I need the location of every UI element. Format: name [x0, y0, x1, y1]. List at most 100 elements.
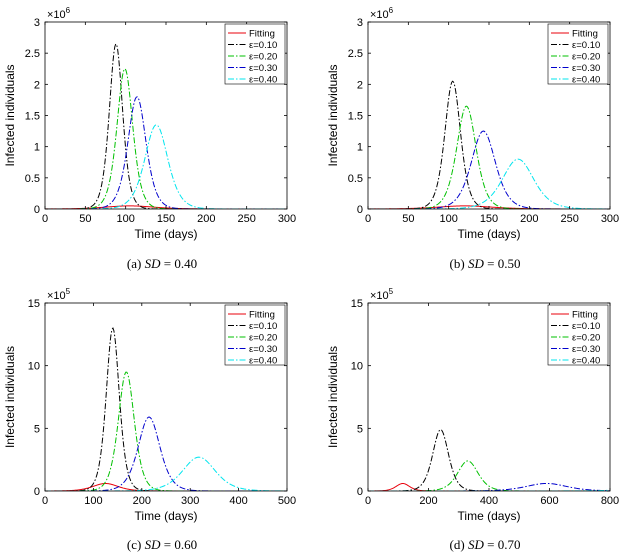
y-tick-label: 10 — [28, 361, 40, 373]
x-tick-label: 200 — [419, 495, 437, 507]
series-line-eps-3 — [45, 416, 287, 491]
x-tick-label: 150 — [480, 213, 498, 225]
legend-label: ε=0.40 — [572, 75, 600, 86]
y-tick-label: 3 — [34, 17, 40, 29]
legend-box — [547, 304, 609, 366]
x-axis-label: Time (days) — [458, 227, 521, 241]
series-line-eps-2 — [45, 68, 287, 209]
y-axis-label: Infected individuals — [3, 346, 17, 448]
x-axis-label: Time (days) — [458, 509, 521, 523]
series-line-eps-4 — [368, 158, 610, 209]
legend-label: ε=0.40 — [572, 356, 600, 367]
legend-label: ε=0.20 — [249, 333, 277, 344]
legend-label: Fitting — [572, 29, 598, 40]
panel-c: 0 100 200 300 400 500 0 5 10 15 ×105 Time (days) Inf… — [3, 287, 296, 552]
x-tick-label: 0 — [42, 213, 48, 225]
legend-label: Fitting — [249, 29, 275, 40]
y-tick-label: 2 — [34, 79, 40, 91]
legend-label: ε=0.40 — [249, 75, 277, 86]
y-axis-label: Infected individuals — [326, 64, 340, 166]
legend-label: ε=0.20 — [572, 52, 600, 63]
legend-label: ε=0.10 — [249, 321, 277, 332]
panel-caption: (d) SD = 0.70 — [450, 537, 521, 552]
legend-box — [547, 23, 609, 85]
x-tick-label: 800 — [601, 495, 619, 507]
legend-label: ε=0.40 — [249, 356, 277, 367]
series-line-fitting — [368, 482, 610, 491]
legend-label: ε=0.30 — [249, 344, 277, 355]
x-tick-label: 250 — [237, 213, 255, 225]
y-tick-label: 1 — [357, 142, 363, 154]
y-tick-label: 1 — [34, 142, 40, 154]
legend-label: ε=0.10 — [572, 40, 600, 51]
x-tick-label: 0 — [42, 495, 48, 507]
series-line-eps-2 — [368, 460, 610, 491]
legend-label: ε=0.10 — [572, 321, 600, 332]
y-tick-label: 0 — [34, 486, 40, 498]
y-tick-label: 10 — [351, 361, 363, 373]
y-exponent-label: ×106 — [370, 6, 394, 21]
y-exponent-label: ×106 — [47, 6, 71, 21]
y-tick-label: 1.5 — [348, 111, 363, 123]
series-group — [368, 80, 610, 209]
x-tick-label: 0 — [365, 495, 371, 507]
x-tick-label: 250 — [560, 213, 578, 225]
y-axis-label: Infected individuals — [3, 64, 17, 166]
legend-label: Fitting — [249, 310, 275, 321]
x-tick-label: 100 — [84, 495, 102, 507]
panel-a: 0 50 100 150 200 250 300 0 0.5 1 1.5 2 2.5 3 ×106 Time … — [3, 6, 296, 271]
legend-label: ε=0.20 — [572, 333, 600, 344]
panel-caption: (c) SD = 0.60 — [127, 537, 197, 552]
series-group — [368, 429, 610, 491]
series-line-eps-1 — [368, 80, 610, 209]
y-tick-label: 3 — [357, 17, 363, 29]
x-tick-label: 50 — [402, 213, 414, 225]
y-tick-label: 0 — [357, 204, 363, 216]
y-exponent-label: ×105 — [47, 287, 71, 302]
series-line-eps-2 — [368, 105, 610, 209]
y-tick-label: 0.5 — [348, 173, 363, 185]
x-tick-label: 400 — [480, 495, 498, 507]
legend-box — [224, 23, 286, 85]
y-tick-label: 15 — [28, 298, 40, 310]
y-exponent-label: ×105 — [370, 287, 394, 302]
x-tick-label: 600 — [540, 495, 558, 507]
x-tick-label: 300 — [278, 213, 296, 225]
legend-label: ε=0.30 — [572, 344, 600, 355]
y-tick-label: 2.5 — [348, 48, 363, 60]
series-line-eps-1 — [45, 327, 287, 491]
y-tick-label: 0 — [357, 486, 363, 498]
x-tick-label: 150 — [157, 213, 175, 225]
x-tick-label: 400 — [229, 495, 247, 507]
plot-frame — [44, 302, 288, 492]
panel-b: 0 50 100 150 200 250 300 0 0.5 1 1.5 2 2.5 3 ×106 Time … — [326, 6, 619, 271]
x-tick-label: 100 — [116, 213, 134, 225]
legend-label: ε=0.10 — [249, 40, 277, 51]
x-axis-label: Time (days) — [135, 509, 198, 523]
x-tick-label: 100 — [439, 213, 457, 225]
y-tick-label: 5 — [34, 423, 40, 435]
legend-label: ε=0.20 — [249, 52, 277, 63]
y-tick-label: 0.5 — [25, 173, 40, 185]
x-tick-label: 200 — [133, 495, 151, 507]
x-tick-label: 200 — [520, 213, 538, 225]
y-tick-label: 5 — [357, 423, 363, 435]
x-tick-label: 0 — [365, 213, 371, 225]
series-line-eps-4 — [45, 124, 287, 209]
legend-box — [224, 304, 286, 366]
series-line-eps-4 — [45, 456, 287, 491]
y-tick-label: 2.5 — [25, 48, 40, 60]
series-line-eps-2 — [45, 371, 287, 491]
y-tick-label: 0 — [34, 204, 40, 216]
x-tick-label: 200 — [197, 213, 215, 225]
x-tick-label: 300 — [601, 213, 619, 225]
panel-caption: (a) SD = 0.40 — [127, 256, 197, 271]
y-tick-label: 2 — [357, 79, 363, 91]
series-line-fitting — [45, 482, 287, 491]
x-axis-label: Time (days) — [135, 227, 198, 241]
y-axis-label: Infected individuals — [326, 346, 340, 448]
